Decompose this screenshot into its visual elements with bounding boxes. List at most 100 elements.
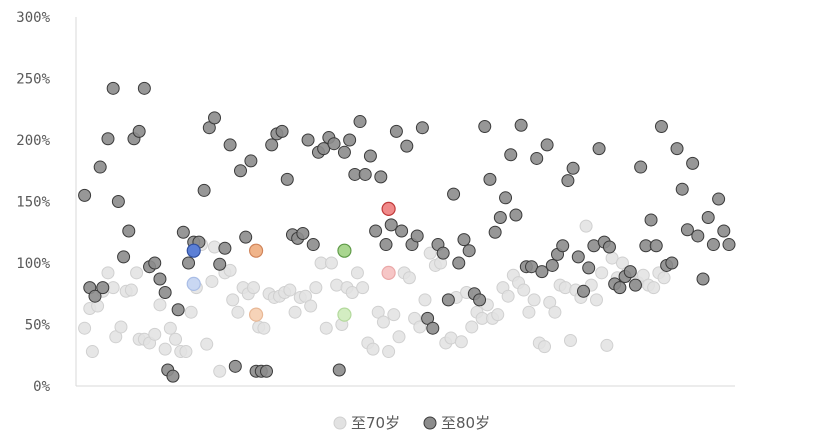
data-point-to70: [589, 293, 603, 307]
data-point-to80: [680, 223, 694, 237]
data-point-to70: [205, 274, 219, 288]
data-point-to80: [436, 246, 450, 260]
highlighted-data-point: [381, 265, 396, 280]
data-point-to70: [158, 342, 172, 356]
data-point-to80: [499, 191, 513, 205]
data-point-to80: [691, 229, 705, 243]
data-point-to70: [169, 332, 183, 346]
data-point-to70: [114, 320, 128, 334]
data-point-to80: [122, 224, 136, 238]
data-point-to70: [382, 345, 396, 359]
data-point-to80: [117, 250, 131, 264]
data-point-to80: [654, 119, 668, 133]
data-point-to70: [465, 320, 479, 334]
data-point-to80: [665, 256, 679, 270]
data-point-to80: [717, 224, 731, 238]
data-point-to80: [301, 133, 315, 147]
data-point-to70: [600, 338, 614, 352]
data-point-to80: [628, 278, 642, 292]
data-point-to80: [426, 321, 440, 335]
data-point-to80: [395, 224, 409, 238]
data-point-to80: [106, 81, 120, 95]
data-point-to80: [613, 281, 627, 295]
data-point-to80: [686, 156, 700, 170]
data-point-to80: [582, 261, 596, 275]
data-point-to70: [283, 283, 297, 297]
data-point-to80: [176, 225, 190, 239]
data-point-to80: [509, 208, 523, 222]
data-point-to70: [491, 308, 505, 322]
data-point-to70: [392, 330, 406, 344]
data-point-to80: [358, 167, 372, 181]
data-point-to70: [418, 293, 432, 307]
data-point-to80: [670, 142, 684, 156]
data-point-to80: [634, 160, 648, 174]
data-point-to80: [447, 187, 461, 201]
data-point-to80: [369, 224, 383, 238]
data-point-to70: [226, 293, 240, 307]
data-point-to70: [246, 281, 260, 295]
data-point-to80: [457, 233, 471, 247]
data-point-to80: [363, 149, 377, 163]
data-point-to80: [265, 138, 279, 152]
data-point-to70: [179, 345, 193, 359]
data-point-to80: [153, 272, 167, 286]
data-point-to80: [488, 225, 502, 239]
data-point-to70: [78, 321, 92, 335]
data-point-to80: [701, 210, 715, 224]
data-point-to80: [337, 145, 351, 159]
data-point-to70: [163, 321, 177, 335]
data-point-to80: [514, 118, 528, 132]
data-point-to80: [218, 241, 232, 255]
data-point-to80: [478, 119, 492, 133]
data-point-to70: [454, 335, 468, 349]
data-point-to80: [78, 188, 92, 202]
data-point-to70: [257, 321, 271, 335]
y-tick-label: 100%: [16, 256, 50, 272]
highlighted-data-point: [186, 276, 201, 292]
highlighted-data-point: [248, 243, 264, 258]
highlighted-data-point: [381, 201, 396, 216]
data-point-to80: [93, 160, 107, 174]
data-point-to70: [309, 281, 323, 295]
data-point-to80: [566, 161, 580, 175]
data-point-to80: [623, 265, 637, 279]
data-point-to80: [722, 238, 736, 252]
data-point-to70: [423, 246, 437, 260]
data-point-to70: [579, 219, 593, 233]
data-point-to70: [130, 266, 144, 280]
data-point-to80: [296, 226, 310, 240]
data-point-to80: [96, 281, 110, 295]
data-point-to80: [462, 244, 476, 258]
data-point-to70: [501, 289, 515, 303]
data-point-to80: [712, 192, 726, 206]
data-point-to70: [101, 266, 115, 280]
data-point-to80: [545, 258, 559, 272]
data-point-to80: [389, 124, 403, 138]
data-point-to70: [413, 320, 427, 334]
data-point-to70: [304, 299, 318, 313]
data-point-to80: [148, 256, 162, 270]
data-point-to70: [517, 283, 531, 297]
data-point-to70: [324, 256, 338, 270]
data-point-to80: [571, 250, 585, 264]
y-tick-label: 50%: [25, 318, 51, 334]
data-point-to80: [208, 111, 222, 125]
data-point-to70: [350, 266, 364, 280]
data-point-to80: [353, 115, 367, 129]
data-point-to80: [384, 218, 398, 232]
data-point-to80: [132, 124, 146, 138]
legend-label-to70: 至70岁: [351, 414, 400, 432]
data-point-to80: [101, 132, 115, 146]
data-point-to80: [561, 174, 575, 188]
data-point-to70: [153, 298, 167, 312]
data-point-to80: [166, 369, 180, 383]
data-point-to80: [644, 213, 658, 227]
data-point-to70: [184, 305, 198, 319]
data-point-to80: [280, 172, 294, 186]
highlighted-data-point: [337, 243, 352, 258]
legend-marker-to80: [423, 416, 437, 430]
highlighted-data-point: [337, 307, 352, 322]
data-point-to70: [657, 271, 671, 285]
data-point-to70: [223, 263, 237, 277]
